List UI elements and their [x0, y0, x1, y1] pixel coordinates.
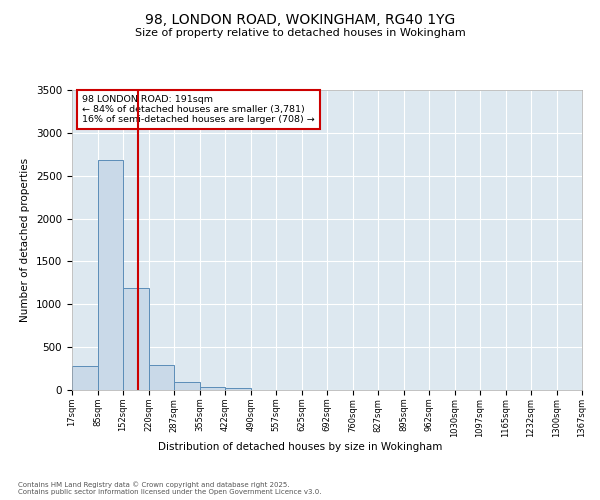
- Bar: [200, 386, 226, 390]
- Text: Distribution of detached houses by size in Wokingham: Distribution of detached houses by size …: [158, 442, 442, 452]
- Text: 98, LONDON ROAD, WOKINGHAM, RG40 1YG: 98, LONDON ROAD, WOKINGHAM, RG40 1YG: [145, 12, 455, 26]
- Text: Contains HM Land Registry data © Crown copyright and database right 2025.
Contai: Contains HM Land Registry data © Crown c…: [18, 482, 322, 495]
- Bar: [149, 364, 175, 390]
- Text: Size of property relative to detached houses in Wokingham: Size of property relative to detached ho…: [134, 28, 466, 38]
- Bar: [123, 288, 149, 390]
- Bar: [225, 388, 251, 390]
- Bar: [98, 160, 124, 390]
- Bar: [174, 382, 200, 390]
- Bar: [72, 366, 98, 390]
- Y-axis label: Number of detached properties: Number of detached properties: [20, 158, 31, 322]
- Text: 98 LONDON ROAD: 191sqm
← 84% of detached houses are smaller (3,781)
16% of semi-: 98 LONDON ROAD: 191sqm ← 84% of detached…: [82, 94, 315, 124]
